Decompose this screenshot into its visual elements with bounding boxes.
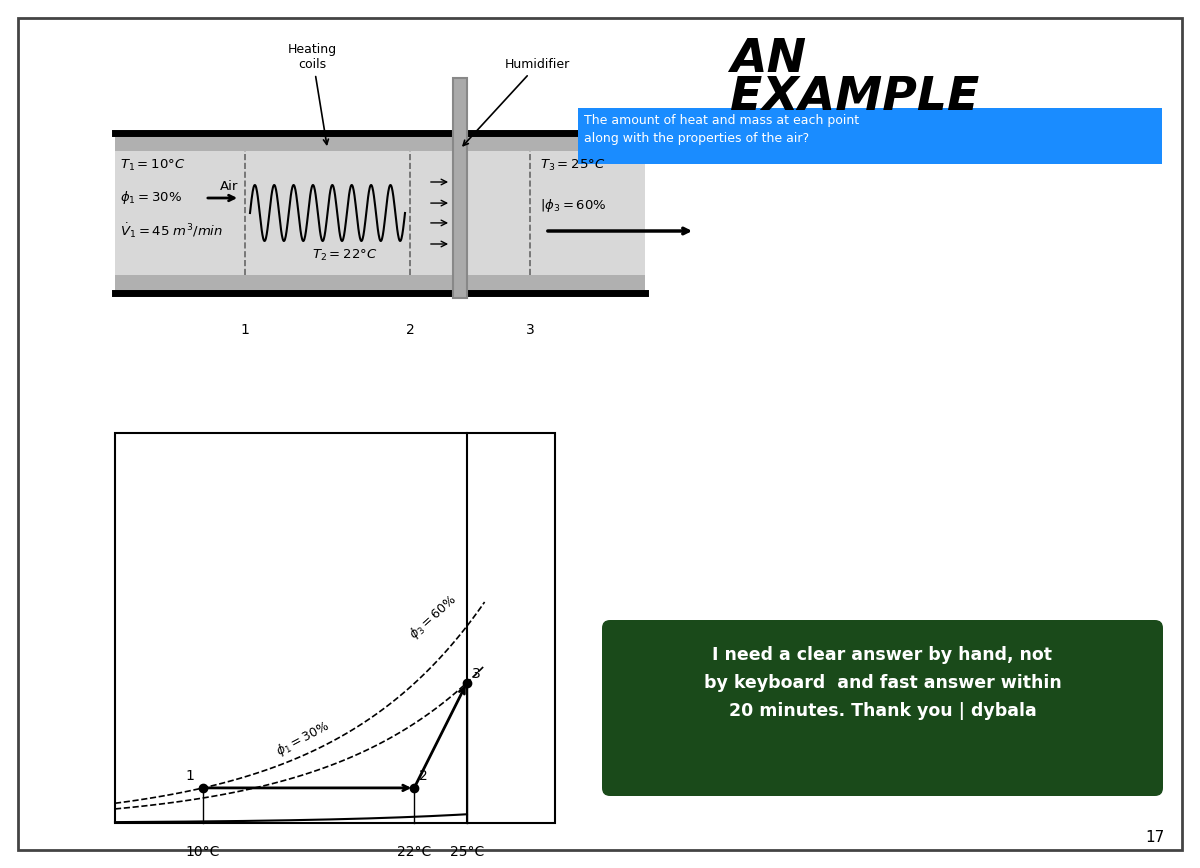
Text: $\dot{V}_1 = 45\ m^3/min$: $\dot{V}_1 = 45\ m^3/min$: [120, 221, 223, 240]
Text: $T_2 = 22°C$: $T_2 = 22°C$: [312, 247, 378, 262]
Bar: [115, 433, 554, 823]
Text: $T_3 = 25°C$: $T_3 = 25°C$: [540, 157, 605, 173]
Text: Air: Air: [220, 180, 239, 193]
Text: Humidifier: Humidifier: [463, 58, 570, 146]
Text: 2: 2: [406, 323, 414, 337]
Bar: [115, 151, 646, 275]
Text: 2: 2: [419, 769, 428, 783]
Text: $\phi_1 = 30\%$: $\phi_1 = 30\%$: [274, 717, 334, 760]
Text: 3: 3: [472, 667, 481, 681]
Text: 10°C: 10°C: [186, 845, 220, 859]
Text: The amount of heat and mass at each point
along with the properties of the air?: The amount of heat and mass at each poin…: [584, 114, 859, 145]
FancyBboxPatch shape: [602, 620, 1163, 796]
Text: $T_1 = 10°C$: $T_1 = 10°C$: [120, 157, 185, 173]
Bar: [115, 133, 646, 293]
Text: AN: AN: [730, 37, 806, 82]
FancyBboxPatch shape: [578, 108, 1162, 164]
Text: EXAMPLE: EXAMPLE: [730, 76, 979, 121]
Text: $\phi_3 = 60\%$: $\phi_3 = 60\%$: [406, 591, 461, 642]
Text: 25°C: 25°C: [450, 845, 484, 859]
Text: $\phi_1 = 30\%$: $\phi_1 = 30\%$: [120, 189, 182, 207]
Text: 3: 3: [526, 323, 534, 337]
Text: I need a clear answer by hand, not
by keyboard  and fast answer within
20 minute: I need a clear answer by hand, not by ke…: [703, 646, 1061, 720]
Text: 1: 1: [185, 769, 194, 783]
Text: 1: 1: [240, 323, 250, 337]
Text: Heating
coils: Heating coils: [288, 43, 337, 144]
Bar: [454, 78, 467, 298]
Text: 17: 17: [1145, 831, 1165, 845]
Text: $|\phi_3 = 60\%$: $|\phi_3 = 60\%$: [540, 196, 606, 214]
Text: 22°C: 22°C: [397, 845, 431, 859]
